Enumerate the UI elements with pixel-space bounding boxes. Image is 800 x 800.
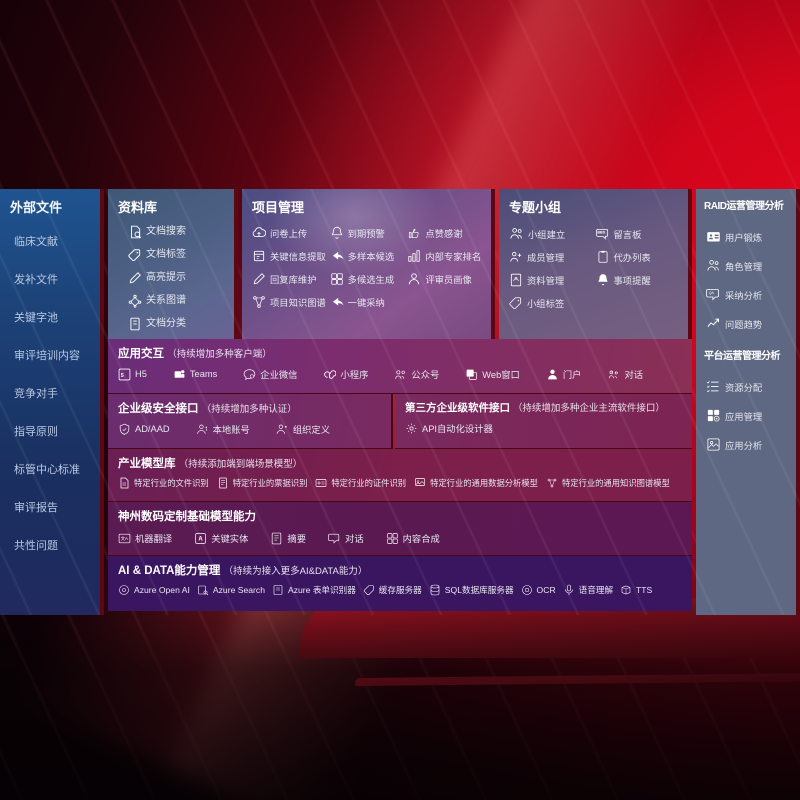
svg-text:文A: 文A — [121, 535, 128, 542]
svg-text:5: 5 — [121, 372, 124, 378]
svg-text:BBS: BBS — [597, 230, 605, 234]
svg-text:A: A — [199, 536, 204, 542]
svg-text:QA: QA — [709, 291, 715, 295]
